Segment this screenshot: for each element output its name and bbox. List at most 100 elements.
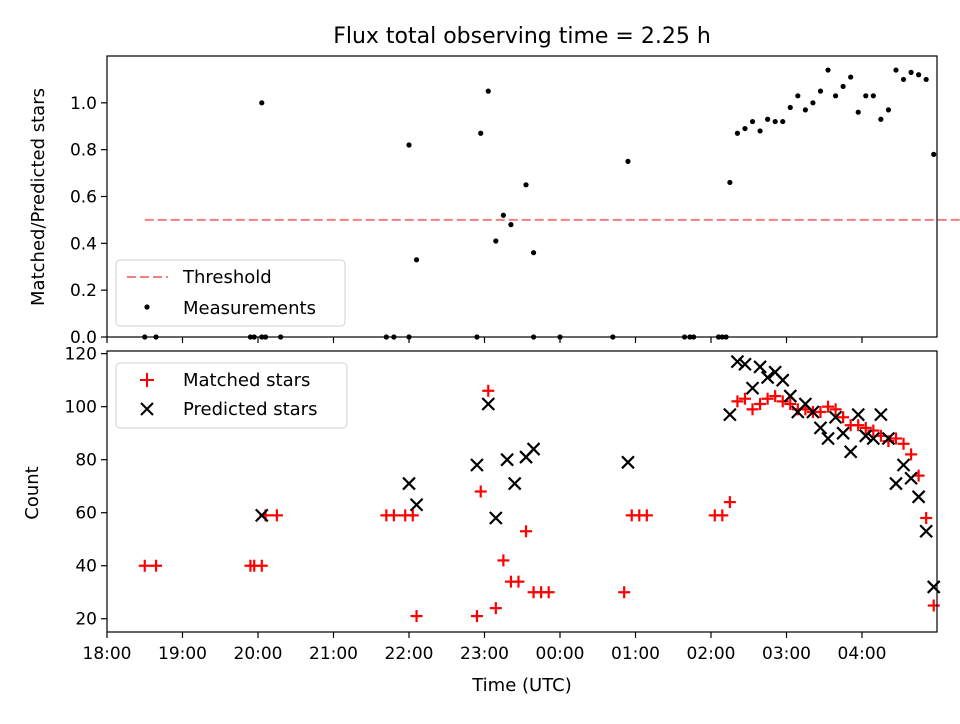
matched-star-point	[731, 395, 744, 408]
matched-star-point	[150, 559, 163, 572]
matched-star-point	[520, 525, 533, 538]
matched-star-point	[640, 509, 653, 522]
measurement-point	[780, 118, 786, 125]
predicted-star-point	[745, 381, 760, 395]
matched-star-point	[905, 448, 918, 461]
x-tick-label: 00:00	[536, 644, 585, 664]
predicted-star-point	[507, 476, 522, 491]
measurement-point	[855, 109, 861, 115]
matched-star-point	[822, 400, 835, 413]
predicted-star-point	[526, 442, 541, 456]
predicted-star-point	[409, 497, 424, 512]
x-tick-label: 02:00	[687, 644, 736, 664]
predicted-star-point	[904, 471, 918, 486]
predicted-star-point	[402, 476, 416, 491]
predicted-star-point	[828, 410, 843, 425]
predicted-star-point	[866, 431, 881, 446]
predicted-star-point	[889, 476, 903, 491]
y-tick-label: 120	[65, 345, 97, 365]
x-tick-label: 22:00	[385, 644, 434, 664]
measurement-point	[787, 104, 793, 111]
measurement-point	[500, 212, 506, 218]
matched-star-point	[769, 390, 782, 403]
y-tick-label: 0.0	[70, 328, 97, 348]
matched-star-point	[776, 395, 789, 408]
bottom-legend: Matched stars Predicted stars	[115, 362, 348, 429]
predicted-star-point	[470, 458, 484, 472]
predicted-star-point	[858, 429, 873, 443]
top-axes-frame	[106, 55, 938, 338]
matched-star-point	[889, 432, 902, 445]
top-y-axis-label: Matched/Predicted stars	[28, 88, 49, 306]
bottom-panel: 20 40 60 80 100 120 18:00 19:00 20:00 21:00 22:00…	[22, 345, 941, 696]
measurement-point	[900, 76, 907, 83]
measurement-point	[870, 93, 876, 99]
y-tick-label: 80	[75, 451, 97, 471]
measurement-point	[923, 76, 929, 83]
predicted-star-point	[760, 370, 775, 385]
matched-star-point	[489, 602, 502, 615]
x-tick-label: 01:00	[611, 644, 660, 664]
y-tick-label: 100	[65, 398, 97, 418]
matched-star-point	[746, 403, 759, 416]
measurement-point	[885, 107, 892, 113]
matched-star-point	[738, 392, 751, 405]
predicted-star-point	[500, 452, 514, 467]
predicted-star-point	[836, 426, 850, 440]
y-tick-label: 40	[75, 557, 97, 577]
matched-star-point	[387, 509, 400, 522]
matched-star-point	[761, 392, 774, 405]
matched-star-point	[754, 398, 767, 411]
y-tick-label: 0.6	[70, 188, 97, 208]
measurement-point	[825, 67, 831, 73]
measurement-point	[908, 69, 914, 75]
matched-star-point	[897, 437, 910, 450]
y-tick-label: 60	[75, 504, 97, 524]
measurement-point	[757, 128, 763, 134]
matched-star-point	[255, 559, 268, 572]
y-tick-label: 1.0	[70, 94, 97, 114]
measurement-point	[832, 93, 839, 99]
x-tick-label: 23:00	[460, 644, 509, 664]
predicted-star-point	[723, 407, 737, 422]
legend-measurements-swatch	[144, 304, 150, 310]
x-tick-label: 18:00	[83, 644, 132, 664]
measurement-point	[840, 83, 846, 90]
x-tick-label: 19:00	[158, 644, 207, 664]
series-matched-stars	[138, 384, 940, 623]
predicted-star-point	[813, 421, 828, 435]
legend-threshold-label: Threshold	[182, 267, 272, 288]
bottom-axes-frame	[106, 350, 938, 633]
measurement-point	[878, 116, 884, 122]
series-predicted-stars	[254, 354, 941, 594]
matched-star-point	[512, 575, 525, 588]
top-legend: Threshold Measurements	[115, 259, 346, 327]
predicted-star-point	[254, 508, 269, 523]
bottom-legend-box	[115, 362, 348, 429]
predicted-star-point	[753, 360, 767, 374]
matched-star-point	[406, 509, 419, 522]
matched-star-point	[852, 419, 865, 432]
predicted-star-point	[874, 407, 888, 422]
y-tick-label: 0.4	[70, 234, 97, 254]
predicted-star-point	[621, 455, 635, 470]
measurement-point	[795, 93, 801, 99]
measurement-point	[530, 250, 537, 256]
measurement-point	[802, 107, 808, 113]
measurement-point	[508, 222, 514, 228]
y-tick-label: 0.8	[70, 141, 97, 161]
y-tick-label: 20	[75, 610, 97, 630]
matched-star-point	[470, 610, 483, 623]
matched-star-point	[474, 485, 487, 498]
bottom-y-axis-label: Count	[22, 466, 43, 519]
measurement-point	[817, 88, 824, 94]
matched-star-point	[497, 554, 510, 567]
predicted-star-point	[775, 373, 790, 387]
legend-predicted-swatch	[140, 402, 154, 416]
x-tick-label: 20:00	[234, 644, 283, 664]
measurement-point	[406, 142, 412, 148]
measurement-point	[863, 93, 869, 99]
measurement-point	[478, 130, 484, 136]
legend-predicted-label: Predicted stars	[183, 399, 317, 420]
predicted-star-point	[481, 397, 496, 411]
